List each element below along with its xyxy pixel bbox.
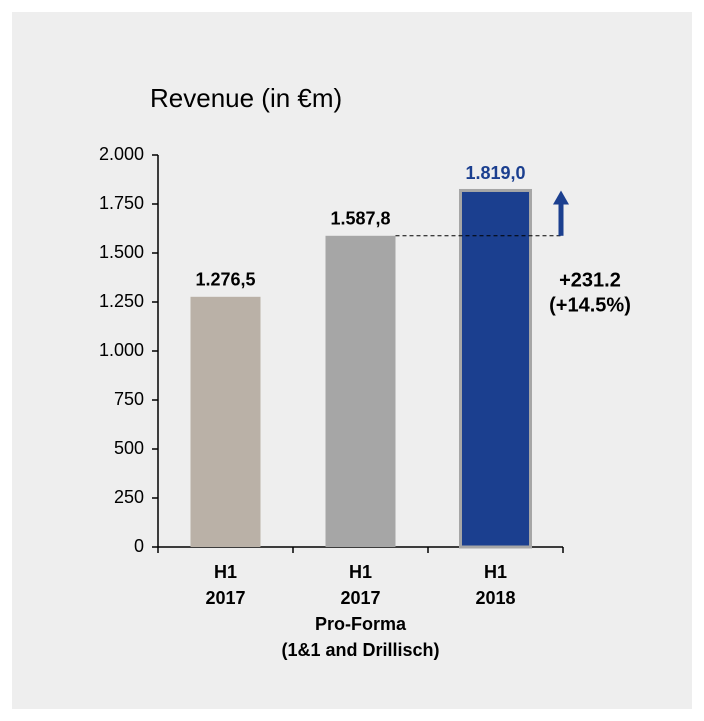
bar bbox=[325, 235, 396, 547]
y-tick-label: 1.000 bbox=[99, 340, 144, 360]
value-label: 1.276,5 bbox=[195, 270, 255, 290]
y-tick-label: 2.000 bbox=[99, 144, 144, 164]
x-tick-label: Pro-Forma bbox=[315, 614, 407, 634]
x-tick-label: (1&1 and Drillisch) bbox=[281, 640, 439, 660]
annotation: +231.2 bbox=[559, 269, 621, 291]
value-label: 1.819,0 bbox=[465, 163, 525, 183]
y-tick-label: 250 bbox=[114, 487, 144, 507]
y-tick-label: 750 bbox=[114, 389, 144, 409]
y-tick-label: 1.500 bbox=[99, 242, 144, 262]
arrow-head bbox=[553, 190, 569, 205]
x-tick-label: H1 bbox=[349, 562, 372, 582]
y-tick-label: 1.750 bbox=[99, 193, 144, 213]
x-tick-label: H1 bbox=[484, 562, 507, 582]
x-tick-label: H1 bbox=[214, 562, 237, 582]
y-tick-label: 500 bbox=[114, 438, 144, 458]
y-tick-label: 1.250 bbox=[99, 291, 144, 311]
value-label: 1.587,8 bbox=[330, 209, 390, 229]
x-tick-label: 2017 bbox=[340, 588, 380, 608]
x-tick-label: 2017 bbox=[205, 588, 245, 608]
y-tick-label: 0 bbox=[134, 536, 144, 556]
bar bbox=[190, 296, 261, 547]
annotation: (+14.5%) bbox=[549, 294, 631, 316]
bar bbox=[459, 188, 532, 549]
x-tick-label: 2018 bbox=[475, 588, 515, 608]
chart-title: Revenue (in €m) bbox=[150, 83, 342, 113]
